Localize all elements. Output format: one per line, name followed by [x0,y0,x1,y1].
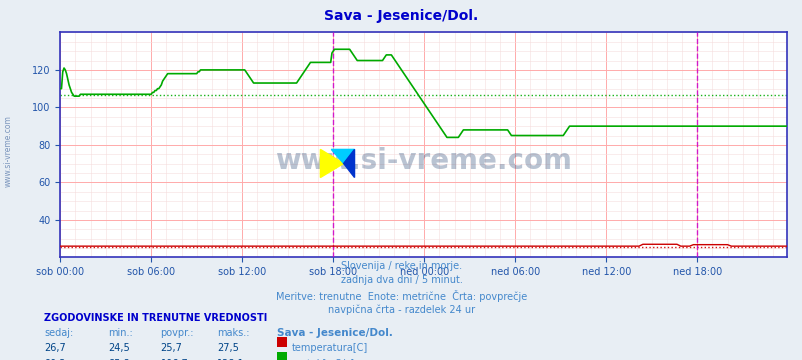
Text: 106,7: 106,7 [160,359,188,360]
Polygon shape [343,149,354,177]
Text: maks.:: maks.: [217,328,249,338]
Text: Meritve: trenutne  Enote: metrične  Črta: povprečje: Meritve: trenutne Enote: metrične Črta: … [276,290,526,302]
Text: temperatura[C]: temperatura[C] [291,343,367,354]
Text: www.si-vreme.com: www.si-vreme.com [3,115,13,187]
Polygon shape [331,149,354,163]
Text: 128,1: 128,1 [217,359,245,360]
Text: sedaj:: sedaj: [44,328,73,338]
Text: 90,2: 90,2 [44,359,66,360]
Text: Sava - Jesenice/Dol.: Sava - Jesenice/Dol. [324,9,478,23]
Text: povpr.:: povpr.: [160,328,194,338]
Text: pretok[m3/s]: pretok[m3/s] [291,359,354,360]
Text: 26,7: 26,7 [44,343,66,354]
Text: 25,7: 25,7 [160,343,182,354]
Text: zadnja dva dni / 5 minut.: zadnja dva dni / 5 minut. [340,275,462,285]
Text: min.:: min.: [108,328,133,338]
Polygon shape [320,149,343,177]
Text: 24,5: 24,5 [108,343,130,354]
Text: www.si-vreme.com: www.si-vreme.com [275,147,571,175]
Text: ZGODOVINSKE IN TRENUTNE VREDNOSTI: ZGODOVINSKE IN TRENUTNE VREDNOSTI [44,313,267,323]
Text: Slovenija / reke in morje.: Slovenija / reke in morje. [341,261,461,271]
Text: 27,5: 27,5 [217,343,238,354]
Text: Sava - Jesenice/Dol.: Sava - Jesenice/Dol. [277,328,392,338]
Text: navpična črta - razdelek 24 ur: navpična črta - razdelek 24 ur [327,304,475,315]
Text: 85,8: 85,8 [108,359,130,360]
